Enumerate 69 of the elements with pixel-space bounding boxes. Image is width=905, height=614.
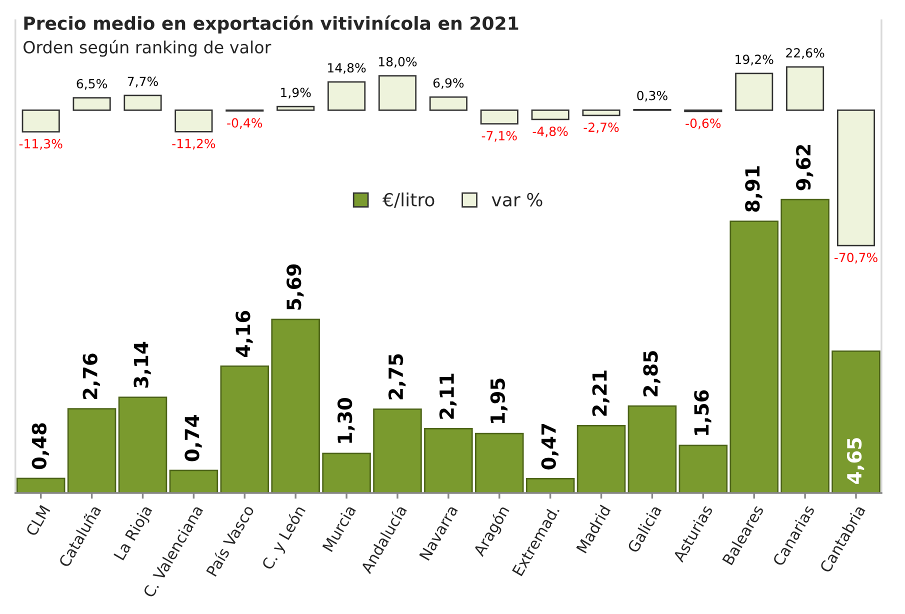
data-label: -0,4% [227,118,262,129]
bar [480,110,518,125]
data-label: 0,48 [32,423,49,470]
data-label: 0,74 [184,415,202,462]
data-label: 0,47 [541,424,558,470]
data-label: 1,95 [490,378,508,424]
data-label: 3,14 [134,342,151,388]
text: Orden según ranking de valor [24,40,272,57]
bar [582,110,620,116]
data-label: 5,69 [286,264,304,310]
bar [836,110,876,246]
data-label: 0,3% [637,90,668,102]
data-label: 2,85 [643,351,660,396]
bar [276,106,315,111]
data-label: 1,56 [694,390,712,435]
bar [424,428,473,494]
data-label: 4,65 [846,438,864,484]
data-label: 6,9% [433,78,464,89]
data-label: 14,8% [328,63,366,74]
data-label: 9,62 [796,144,814,190]
data-label: 19,2% [736,54,774,66]
bar [378,75,417,111]
legend-label: var % [492,192,542,207]
bar [678,444,728,494]
chart-title: Precio medio en exportación vitivinícola en 2021 [24,15,518,34]
bar [474,432,524,494]
data-label: 22,6% [786,48,824,59]
bar [780,198,830,494]
bar [220,365,270,494]
bar [322,452,371,494]
data-label: -4,8% [532,126,568,138]
data-label: 2,21 [592,370,610,416]
bar [735,72,774,111]
bar [118,396,168,494]
bar [429,96,468,111]
data-label: 2,75 [388,354,406,400]
data-label: 6,5% [76,78,107,90]
bar [124,94,162,111]
bar [576,424,626,494]
bar [22,110,60,133]
data-label: -11,2% [172,138,216,150]
bar [730,220,778,494]
data-label: 1,30 [337,398,355,443]
data-label: -7,1% [482,130,517,142]
bar [628,405,677,494]
bar [526,478,575,494]
data-label: 8,91 [745,166,762,212]
bar [67,408,116,494]
bar [786,66,824,111]
data-label: -2,7% [584,122,619,134]
bar [373,408,422,494]
bar [271,318,320,494]
data-label: 7,7% [128,76,158,88]
bar [16,478,66,494]
data-label: 2,11 [439,374,457,419]
data-label: 4,16 [236,310,253,357]
bar [328,81,366,111]
data-label: 18,0% [379,56,417,68]
bar [832,350,880,494]
data-label: -70,7% [834,252,878,264]
data-label: 2,76 [82,354,100,399]
bar [72,97,111,111]
data-label: 1,9% [281,88,311,98]
bar [174,110,213,132]
bar [169,470,218,494]
bar [531,110,570,120]
data-label: -0,6% [686,118,721,130]
data-label: -11,3% [19,139,62,150]
legend-label: €/litro [382,192,434,208]
